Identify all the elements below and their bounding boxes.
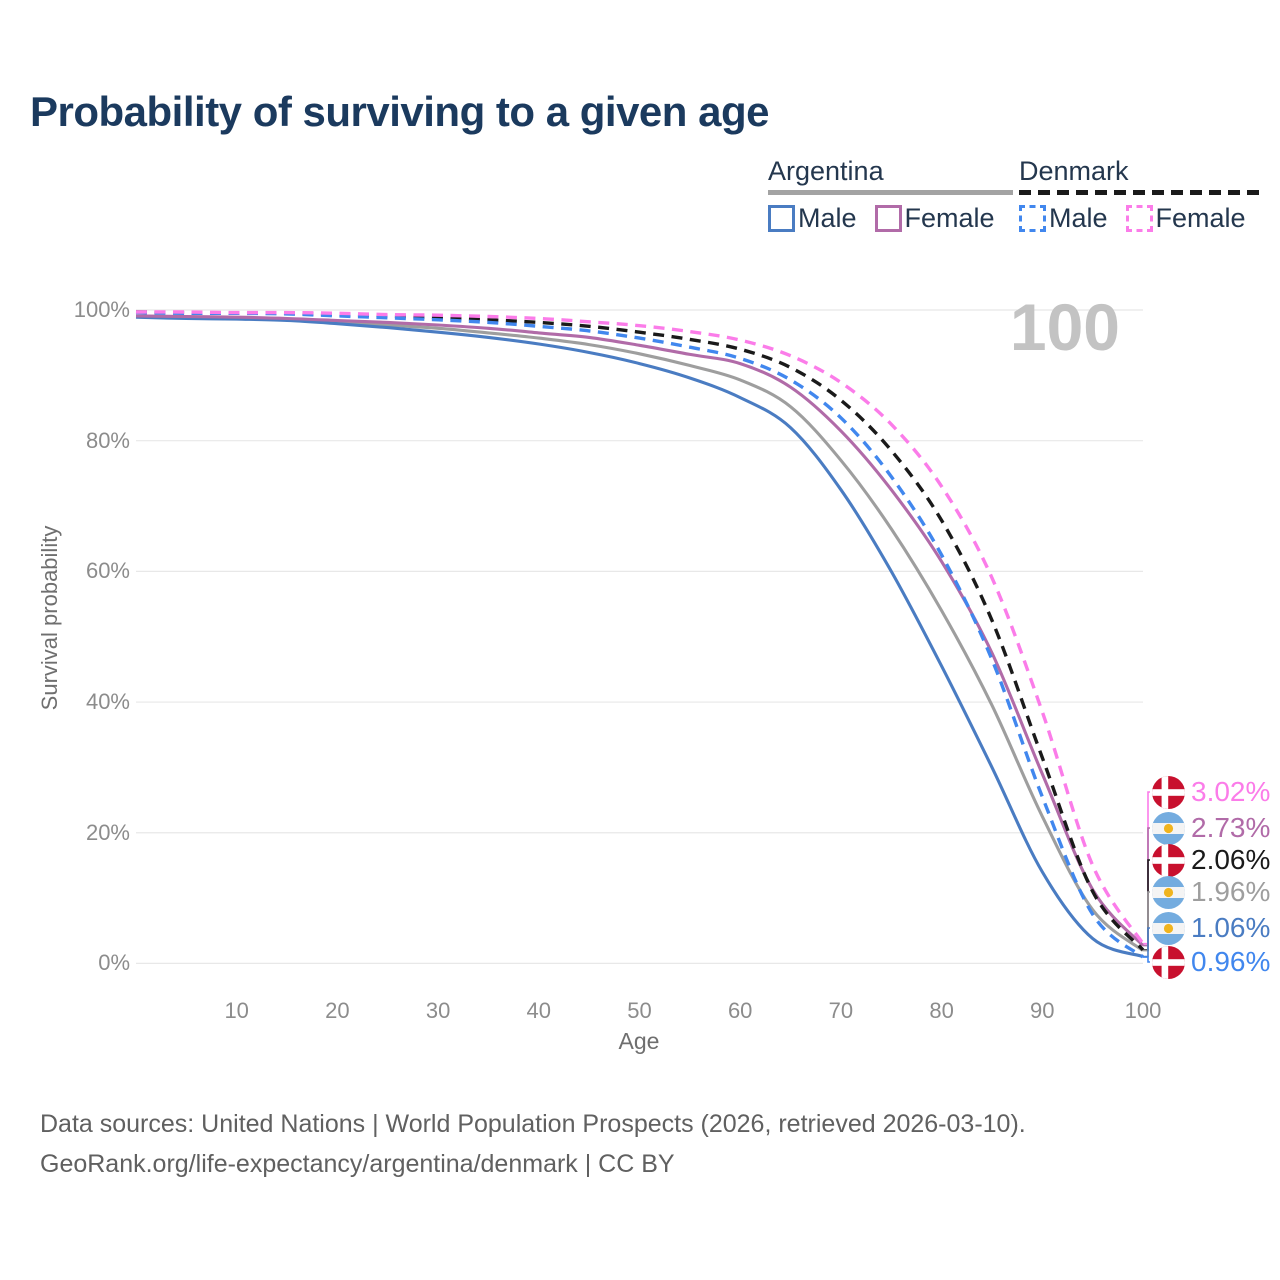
legend-item-argentina-female[interactable]: Female (874, 203, 995, 234)
end-value-label: 1.96% (1191, 876, 1271, 907)
y-tick-100%: 100% (73, 297, 130, 322)
footer-attribution: GeoRank.org/life-expectancy/argentina/de… (40, 1150, 675, 1178)
leader-line-argentina-both (1143, 891, 1150, 952)
end-label-denmark-male: 0.96% (1152, 945, 1270, 979)
end-label-denmark-both: 2.06% (1152, 843, 1270, 877)
argentina-female-swatch-icon (874, 205, 902, 232)
legend-country-denmark: Denmark (1019, 156, 1129, 186)
end-label-argentina-both: 1.96% (1152, 875, 1270, 909)
denmark-flag-icon (1152, 775, 1185, 809)
denmark-female-swatch-icon (1125, 205, 1153, 232)
y-tick-80%: 80% (85, 427, 130, 453)
leader-line-denmark-both (1143, 859, 1150, 951)
curve-denmark-male[interactable] (135, 310, 1145, 959)
end-label-argentina-male: 1.06% (1152, 911, 1270, 945)
argentina-flag-icon (1152, 811, 1185, 845)
end-value-label: 2.73% (1191, 812, 1271, 843)
legend-item-argentina-male[interactable]: Male (768, 203, 857, 234)
leader-line-denmark-male (1143, 956, 1150, 963)
legend-item-denmark-male[interactable]: Male (1019, 203, 1108, 234)
leader-line-denmark-female (1143, 791, 1150, 945)
leader-line-argentina-male (1143, 927, 1150, 958)
end-value-label: 1.06% (1191, 912, 1271, 943)
page-title: Probability of surviving to a given age (30, 88, 769, 135)
argentina-line-style-swatch (768, 190, 1013, 195)
denmark-male-swatch-icon (1019, 205, 1046, 232)
x-tick-80: 80 (929, 998, 954, 1023)
argentina-male-swatch-icon (768, 205, 795, 232)
argentina-flag-icon (1152, 875, 1185, 909)
curve-argentina-male[interactable] (135, 315, 1144, 958)
curve-argentina-both[interactable] (135, 314, 1144, 952)
x-tick-30: 30 (425, 998, 451, 1023)
argentina-flag-icon (1152, 911, 1185, 945)
x-axis-title: Age (618, 1028, 660, 1054)
curve-argentina-female[interactable] (135, 314, 1145, 947)
legend-group-denmark: Denmark Male Female (1019, 156, 1264, 234)
end-label-denmark-female: 3.02% (1152, 775, 1270, 809)
y-tick-60%: 60% (85, 558, 130, 584)
x-tick-40: 40 (526, 998, 552, 1023)
end-label-argentina-female: 2.73% (1152, 811, 1270, 845)
x-tick-10: 10 (224, 998, 249, 1023)
y-tick-20%: 20% (85, 819, 130, 845)
x-tick-20: 20 (325, 998, 350, 1023)
y-tick-40%: 40% (85, 689, 130, 715)
y-tick-0%: 0% (98, 950, 130, 976)
hovered-age-label: 100 (1009, 290, 1120, 364)
legend-item-label: Male (1049, 203, 1108, 233)
legend-item-label: Female (1155, 203, 1246, 233)
x-tick-100: 100 (1124, 998, 1162, 1023)
end-value-label: 0.96% (1191, 946, 1271, 977)
y-axis-title: Survival probability (37, 525, 62, 711)
x-tick-50: 50 (627, 998, 652, 1023)
denmark-flag-icon (1152, 843, 1185, 877)
legend-item-denmark-female[interactable]: Female (1125, 203, 1246, 234)
curve-denmark-both[interactable] (135, 310, 1145, 952)
x-tick-60: 60 (727, 998, 753, 1023)
x-tick-70: 70 (828, 998, 854, 1023)
legend-group-argentina: Argentina Male Female (768, 156, 1013, 234)
footer-data-sources: Data sources: United Nations | World Pop… (40, 1110, 1026, 1138)
curve-denmark-female[interactable] (135, 310, 1145, 945)
denmark-flag-icon (1152, 945, 1185, 979)
legend-item-label: Female (904, 203, 995, 233)
end-value-label: 2.06% (1191, 844, 1271, 875)
end-value-label: 3.02% (1191, 776, 1271, 807)
legend-country-argentina: Argentina (768, 156, 884, 186)
x-tick-90: 90 (1030, 998, 1055, 1023)
legend-item-label: Male (798, 203, 857, 233)
denmark-line-style-swatch (1019, 190, 1264, 195)
